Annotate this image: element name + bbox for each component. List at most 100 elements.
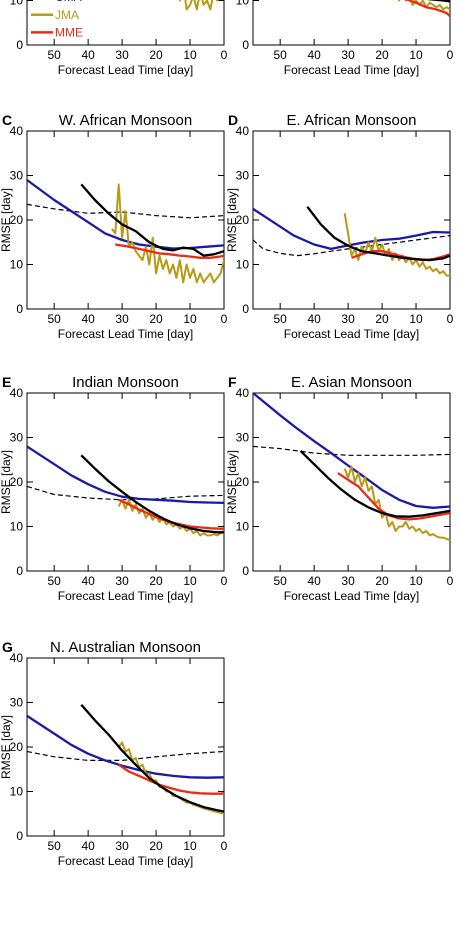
x-tick-label: 40 (307, 312, 321, 326)
series-line-mme (115, 243, 224, 259)
panel-letter: E (2, 374, 11, 390)
x-tick-label: 20 (149, 48, 163, 62)
x-tick-label: 10 (183, 312, 197, 326)
y-axis-label: RMSE [day] (0, 715, 13, 779)
x-axis-label: Forecast Lead Time [day] (284, 327, 419, 341)
series-line-clim (253, 235, 450, 257)
series-line-jma (343, 213, 450, 277)
y-tick-label: 30 (10, 431, 24, 445)
x-tick-label: 10 (183, 48, 197, 62)
x-tick-label: 50 (47, 48, 61, 62)
y-tick-label: 10 (10, 0, 24, 8)
x-tick-label: 50 (273, 574, 287, 588)
x-tick-label: 30 (115, 48, 129, 62)
y-tick-label: 30 (236, 169, 250, 183)
x-tick-label: 20 (375, 574, 389, 588)
y-axis-label: RMSE [day] (0, 450, 13, 514)
y-tick-label: 20 (10, 475, 24, 489)
x-tick-label: 40 (81, 312, 95, 326)
series-line-jma (111, 183, 224, 284)
series-line-jma (343, 465, 450, 541)
legend: CLIMNCEPCMAJMAMME (31, 0, 83, 39)
x-tick-label: 40 (81, 48, 95, 62)
y-tick-label: 10 (236, 520, 250, 534)
x-tick-label: 40 (307, 48, 321, 62)
y-tick-label: 30 (10, 169, 24, 183)
x-tick-label: 10 (409, 574, 423, 588)
y-tick-label: 30 (10, 696, 24, 710)
x-axis-label: Forecast Lead Time [day] (58, 63, 193, 77)
series-line-mme (404, 0, 450, 17)
legend-label-mme: MME (55, 25, 83, 39)
x-tick-label: 30 (115, 574, 129, 588)
y-tick-label: 20 (10, 213, 24, 227)
x-tick-label: 0 (221, 312, 228, 326)
x-tick-label: 10 (409, 48, 423, 62)
panel-title: E. Asian Monsoon (291, 374, 412, 391)
panel-letter: C (2, 112, 12, 128)
y-tick-label: 0 (242, 302, 249, 316)
panel-letter: G (2, 639, 13, 655)
x-tick-label: 50 (273, 312, 287, 326)
x-tick-label: 0 (447, 574, 454, 588)
x-axis-label: Forecast Lead Time [day] (284, 589, 419, 603)
y-tick-label: 30 (236, 431, 250, 445)
x-tick-label: 10 (183, 839, 197, 853)
y-tick-label: 10 (10, 258, 24, 272)
plot-frame-g (26, 657, 225, 837)
y-tick-label: 40 (10, 651, 24, 665)
x-tick-label: 50 (47, 312, 61, 326)
x-tick-label: 20 (375, 48, 389, 62)
plot-frame-b (252, 0, 451, 46)
y-tick-label: 20 (236, 213, 250, 227)
y-tick-label: 0 (16, 302, 23, 316)
x-tick-label: 0 (221, 839, 228, 853)
y-tick-label: 40 (236, 124, 250, 138)
x-tick-label: 30 (115, 312, 129, 326)
y-axis-label: RMSE [day] (225, 450, 239, 514)
x-tick-label: 30 (115, 839, 129, 853)
plot-frame-a (26, 0, 225, 46)
series-line-ncep (80, 183, 224, 257)
series-line-ncep (80, 703, 224, 813)
series-line-jma (117, 498, 224, 537)
series-line-cma (27, 714, 224, 779)
y-tick-label: 0 (16, 564, 23, 578)
series-line-cma (253, 393, 450, 509)
y-tick-label: 0 (16, 38, 23, 52)
series-line-jma (397, 0, 450, 11)
series-line-mme (118, 763, 224, 795)
x-tick-label: 0 (447, 312, 454, 326)
series-line-ncep (80, 454, 224, 534)
x-axis-label: Forecast Lead Time [day] (284, 63, 419, 77)
panel-title: Indian Monsoon (72, 374, 179, 391)
plot-frame-d (252, 130, 451, 310)
series-line-ncep (427, 0, 450, 3)
legend-label-cma: CMA (55, 0, 82, 4)
x-tick-label: 50 (273, 48, 287, 62)
x-tick-label: 0 (221, 48, 228, 62)
panel-title: E. African Monsoon (286, 112, 416, 129)
y-tick-label: 40 (236, 386, 250, 400)
series-line-ncep (299, 450, 450, 518)
series-line-cma (253, 207, 450, 251)
x-tick-label: 20 (149, 839, 163, 853)
y-tick-label: 40 (10, 386, 24, 400)
y-tick-label: 10 (10, 785, 24, 799)
x-tick-label: 30 (341, 312, 355, 326)
x-axis-label: Forecast Lead Time [day] (58, 589, 193, 603)
x-axis-label: Forecast Lead Time [day] (58, 327, 193, 341)
series-line-clim (27, 750, 224, 762)
series-line-clim (27, 203, 224, 219)
series-line-ncep (306, 205, 450, 262)
plot-frame-e (26, 392, 225, 572)
x-tick-label: 50 (47, 839, 61, 853)
x-tick-label: 30 (341, 48, 355, 62)
